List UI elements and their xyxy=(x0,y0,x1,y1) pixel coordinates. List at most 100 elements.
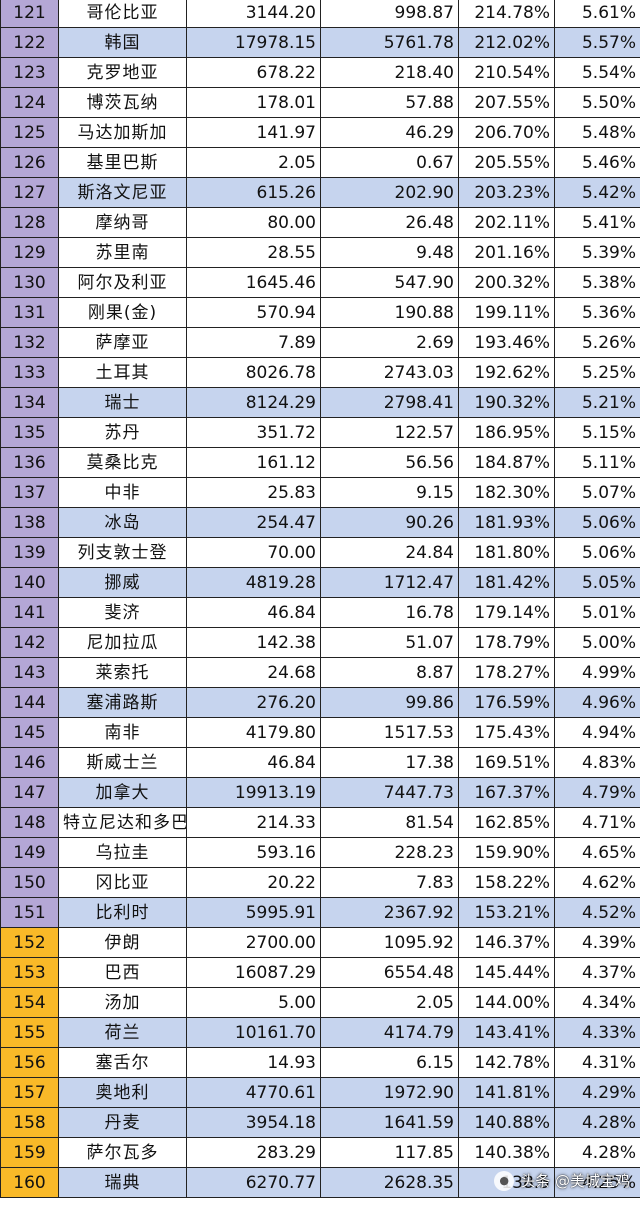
rank-cell: 123 xyxy=(0,57,59,88)
growth-percent-cell: 182.30% xyxy=(458,477,555,508)
share-percent-cell: 5.06% xyxy=(554,507,640,538)
value-cell: 46.29 xyxy=(320,117,459,148)
country-name-cell: 斯威士兰 xyxy=(58,747,187,778)
share-percent-cell: 4.34% xyxy=(554,987,640,1018)
rank-cell: 156 xyxy=(0,1047,59,1078)
table-row: 126 基里巴斯 2.05 0.67 205.55% 5.46% xyxy=(0,147,640,178)
table-row: 159 萨尔瓦多 283.29 117.85 140.38% 4.28% xyxy=(0,1137,640,1168)
value-cell: 254.47 xyxy=(186,507,321,538)
share-percent-cell: 5.21% xyxy=(554,387,640,418)
growth-percent-cell: 193.46% xyxy=(458,327,555,358)
value-cell: 4770.61 xyxy=(186,1077,321,1108)
rank-cell: 144 xyxy=(0,687,59,718)
table-row: 136 莫桑比克 161.12 56.56 184.87% 5.11% xyxy=(0,447,640,478)
watermark-text: 头条 @美城宝鸡 xyxy=(520,1172,630,1190)
value-cell: 20.22 xyxy=(186,867,321,898)
table-row: 121 哥伦比亚 3144.20 998.87 214.78% 5.61% xyxy=(0,0,640,28)
value-cell: 17.38 xyxy=(320,747,459,778)
country-name-cell: 冰岛 xyxy=(58,507,187,538)
country-name-cell: 比利时 xyxy=(58,897,187,928)
rank-cell: 138 xyxy=(0,507,59,538)
rank-cell: 132 xyxy=(0,327,59,358)
rank-cell: 126 xyxy=(0,147,59,178)
rank-cell: 131 xyxy=(0,297,59,328)
rank-cell: 121 xyxy=(0,0,59,28)
value-cell: 1972.90 xyxy=(320,1077,459,1108)
value-cell: 276.20 xyxy=(186,687,321,718)
country-name-cell: 丹麦 xyxy=(58,1107,187,1138)
table-row: 133 土耳其 8026.78 2743.03 192.62% 5.25% xyxy=(0,357,640,388)
table-row: 127 斯洛文尼亚 615.26 202.90 203.23% 5.42% xyxy=(0,177,640,208)
share-percent-cell: 4.37% xyxy=(554,957,640,988)
value-cell: 142.38 xyxy=(186,627,321,658)
rank-cell: 140 xyxy=(0,567,59,598)
share-percent-cell: 4.33% xyxy=(554,1017,640,1048)
value-cell: 1517.53 xyxy=(320,717,459,748)
value-cell: 4819.28 xyxy=(186,567,321,598)
rank-cell: 135 xyxy=(0,417,59,448)
growth-percent-cell: 192.62% xyxy=(458,357,555,388)
value-cell: 2798.41 xyxy=(320,387,459,418)
growth-percent-cell: 153.21% xyxy=(458,897,555,928)
country-name-cell: 荷兰 xyxy=(58,1017,187,1048)
rank-cell: 155 xyxy=(0,1017,59,1048)
growth-percent-cell: 167.37% xyxy=(458,777,555,808)
share-percent-cell: 5.25% xyxy=(554,357,640,388)
rank-cell: 124 xyxy=(0,87,59,118)
value-cell: 26.48 xyxy=(320,207,459,238)
growth-percent-cell: 203.23% xyxy=(458,177,555,208)
value-cell: 14.93 xyxy=(186,1047,321,1078)
value-cell: 28.55 xyxy=(186,237,321,268)
table-row: 149 乌拉圭 593.16 228.23 159.90% 4.65% xyxy=(0,837,640,868)
country-name-cell: 南非 xyxy=(58,717,187,748)
share-percent-cell: 5.15% xyxy=(554,417,640,448)
country-name-cell: 巴西 xyxy=(58,957,187,988)
table-row: 157 奥地利 4770.61 1972.90 141.81% 4.29% xyxy=(0,1077,640,1108)
table-row: 150 冈比亚 20.22 7.83 158.22% 4.62% xyxy=(0,867,640,898)
share-percent-cell: 5.41% xyxy=(554,207,640,238)
country-name-cell: 尼加拉瓜 xyxy=(58,627,187,658)
country-name-cell: 韩国 xyxy=(58,27,187,58)
country-name-cell: 瑞典 xyxy=(58,1167,187,1198)
share-percent-cell: 5.39% xyxy=(554,237,640,268)
value-cell: 2.05 xyxy=(186,147,321,178)
table-row: 143 莱索托 24.68 8.87 178.27% 4.99% xyxy=(0,657,640,688)
value-cell: 19913.19 xyxy=(186,777,321,808)
value-cell: 228.23 xyxy=(320,837,459,868)
value-cell: 2628.35 xyxy=(320,1167,459,1198)
value-cell: 3954.18 xyxy=(186,1107,321,1138)
growth-percent-cell: 199.11% xyxy=(458,297,555,328)
share-percent-cell: 4.29% xyxy=(554,1077,640,1108)
share-percent-cell: 5.48% xyxy=(554,117,640,148)
share-percent-cell: 5.06% xyxy=(554,537,640,568)
table-row: 154 汤加 5.00 2.05 144.00% 4.34% xyxy=(0,987,640,1018)
value-cell: 3144.20 xyxy=(186,0,321,28)
country-name-cell: 列支敦士登 xyxy=(58,537,187,568)
share-percent-cell: 5.05% xyxy=(554,567,640,598)
rank-cell: 143 xyxy=(0,657,59,688)
value-cell: 6.15 xyxy=(320,1047,459,1078)
share-percent-cell: 5.01% xyxy=(554,597,640,628)
table-row: 151 比利时 5995.91 2367.92 153.21% 4.52% xyxy=(0,897,640,928)
share-percent-cell: 5.54% xyxy=(554,57,640,88)
share-percent-cell: 4.52% xyxy=(554,897,640,928)
value-cell: 2700.00 xyxy=(186,927,321,958)
table-row: 153 巴西 16087.29 6554.48 145.44% 4.37% xyxy=(0,957,640,988)
value-cell: 547.90 xyxy=(320,267,459,298)
country-name-cell: 特立尼达和多巴哥 xyxy=(58,807,187,838)
rank-cell: 128 xyxy=(0,207,59,238)
share-percent-cell: 5.42% xyxy=(554,177,640,208)
value-cell: 5995.91 xyxy=(186,897,321,928)
value-cell: 190.88 xyxy=(320,297,459,328)
growth-percent-cell: 178.79% xyxy=(458,627,555,658)
value-cell: 7.89 xyxy=(186,327,321,358)
value-cell: 1712.47 xyxy=(320,567,459,598)
growth-percent-cell: 169.51% xyxy=(458,747,555,778)
rank-cell: 150 xyxy=(0,867,59,898)
rank-cell: 151 xyxy=(0,897,59,928)
growth-percent-cell: 146.37% xyxy=(458,927,555,958)
growth-percent-cell: 184.87% xyxy=(458,447,555,478)
table-row: 135 苏丹 351.72 122.57 186.95% 5.15% xyxy=(0,417,640,448)
value-cell: 615.26 xyxy=(186,177,321,208)
value-cell: 5.00 xyxy=(186,987,321,1018)
